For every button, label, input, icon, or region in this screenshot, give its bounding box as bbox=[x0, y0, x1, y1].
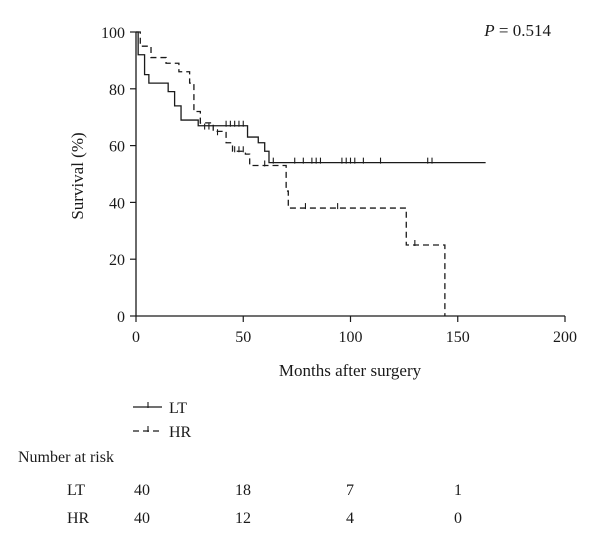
risk-cell: 40 bbox=[134, 482, 150, 499]
risk-cell: 40 bbox=[134, 510, 150, 527]
series-lt-curve bbox=[136, 31, 486, 164]
x-tick-label: 100 bbox=[339, 329, 363, 346]
y-tick-label: 60 bbox=[109, 139, 125, 156]
risk-cell: 1 bbox=[454, 482, 462, 499]
risk-cell: 12 bbox=[235, 510, 251, 527]
risk-row-label: HR bbox=[67, 510, 90, 527]
y-tick-label: 20 bbox=[109, 252, 125, 269]
ticks: 0 50 100 150 200 0 20 40 60 80 100 bbox=[101, 25, 577, 346]
x-tick-label: 50 bbox=[235, 329, 251, 346]
axes bbox=[135, 32, 565, 317]
y-tick-label: 100 bbox=[101, 25, 125, 42]
legend-label: HR bbox=[169, 424, 192, 441]
x-axis-label: Months after surgery bbox=[279, 361, 422, 380]
y-axis-label: Survival (%) bbox=[68, 132, 87, 219]
y-tick-label: 0 bbox=[117, 309, 125, 326]
y-tick-label: 80 bbox=[109, 82, 125, 99]
x-tick-label: 150 bbox=[446, 329, 470, 346]
risk-cell: 4 bbox=[346, 510, 354, 527]
legend: LT HR bbox=[133, 400, 192, 441]
x-tick-label: 200 bbox=[553, 329, 577, 346]
p-value: = 0.514 bbox=[495, 21, 552, 40]
risk-cell: 0 bbox=[454, 510, 462, 527]
y-tick-label: 40 bbox=[109, 195, 125, 212]
risk-cell: 7 bbox=[346, 482, 354, 499]
risk-cell: 18 bbox=[235, 482, 251, 499]
p-value-annotation: P = 0.514 bbox=[483, 21, 551, 40]
series-hr-curve bbox=[136, 31, 446, 316]
p-symbol: P bbox=[483, 21, 494, 40]
risk-table-title: Number at risk bbox=[18, 449, 114, 466]
x-tick-label: 0 bbox=[132, 329, 140, 346]
legend-label: LT bbox=[169, 400, 187, 417]
series-layer bbox=[136, 31, 486, 316]
risk-row-label: LT bbox=[67, 482, 85, 499]
